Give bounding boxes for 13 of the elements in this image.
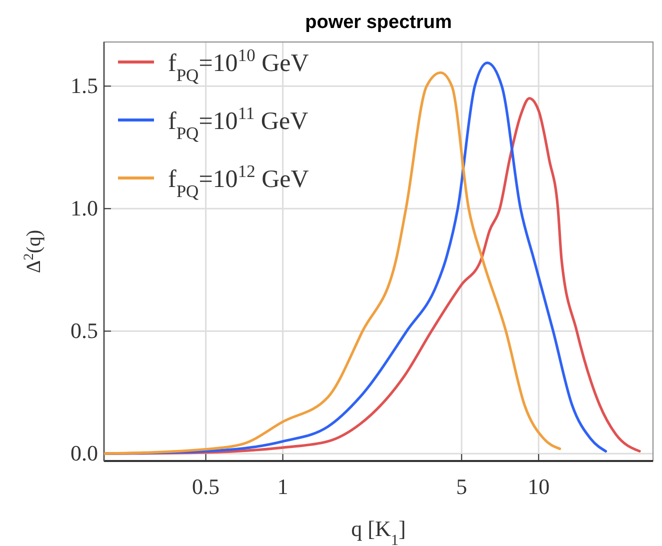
x-tick-label: 1 [277,474,288,499]
x-tick-label: 0.5 [192,474,220,499]
x-tick-label: 10 [528,474,550,499]
chart-title: power spectrum [305,12,452,33]
legend-label: f$_{PQ}$=10$^{10}$ GeV [168,45,309,85]
y-tick-label: 1.5 [70,73,98,98]
y-tick-label: 1.0 [70,196,98,221]
x-tick-label: 5 [456,474,468,499]
legend-label: f$_{PQ}$=10$^{11}$ GeV [168,103,308,143]
y-tick-label: 0.0 [70,440,98,466]
y-tick-label: 0.5 [70,318,98,344]
x-axis-title: q [K$_{1}$] [351,516,406,546]
legend-label: f$_{PQ}$=10$^{12}$ GeV [168,161,309,201]
